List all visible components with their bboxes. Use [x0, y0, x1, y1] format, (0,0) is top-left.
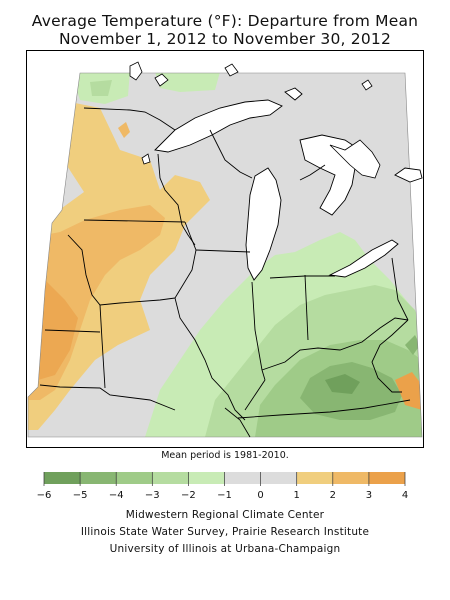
boundary-ky-tn	[237, 399, 411, 419]
legend-tick-label: −3	[145, 490, 160, 501]
legend-tick-label: −5	[73, 490, 88, 501]
boundary-ks-mo	[99, 304, 106, 389]
boundary-mo-ar	[224, 407, 251, 438]
mean-period-note: Mean period is 1981-2010.	[161, 450, 289, 461]
boundary-il-in	[251, 281, 266, 381]
boundary-wv	[371, 319, 409, 393]
lake-michigan	[245, 167, 282, 281]
boundary-ne-ks	[44, 329, 101, 333]
legend-bin	[152, 472, 189, 484]
legend-tick-label: −4	[109, 490, 124, 501]
legend-tick-label: 2	[330, 490, 336, 501]
cool-spot-east	[405, 335, 420, 355]
boundary-il-ky	[244, 379, 266, 411]
boundary-ohio-river	[261, 317, 409, 371]
great-lakes	[154, 87, 423, 281]
color-legend: −6 −5 −4 −3 −2 −1 0 1 2 3 4	[37, 472, 408, 501]
lake-ontario	[394, 167, 423, 183]
boundary-mn-wi	[157, 153, 196, 246]
legend-bin	[368, 472, 405, 484]
legend-bin	[188, 472, 225, 484]
boundary-oh-pa	[391, 257, 409, 321]
lake-nipigon	[284, 87, 303, 101]
legend-tick-label: 4	[402, 490, 408, 501]
boundary-mn-ia	[83, 219, 186, 223]
legend-tick-label: −2	[181, 490, 196, 501]
boundary-mi-straits	[299, 164, 326, 181]
northern-lakes	[129, 61, 381, 179]
boundary-in-oh	[304, 274, 309, 341]
legend-tick-label: −6	[37, 490, 52, 501]
legend-bin	[80, 472, 117, 484]
legend-tick-label: 0	[257, 490, 263, 501]
boundary-ks-ok	[39, 384, 176, 411]
cool-zone-5-6	[325, 374, 360, 394]
legend-tick-label: −1	[217, 490, 232, 501]
legend-bin	[224, 472, 261, 484]
lake-superior	[154, 99, 283, 153]
credit-isws: Illinois State Water Survey, Prairie Res…	[80, 526, 370, 538]
boundary-wi-mi-up	[209, 129, 253, 179]
cool-zone-north-core	[90, 80, 112, 96]
cool-zone-superior	[155, 73, 220, 92]
legend-bin	[296, 472, 333, 484]
legend-bin	[44, 472, 81, 484]
warm-spot-southeast	[395, 372, 422, 410]
lake-erie	[328, 239, 399, 278]
boundary-mi-in-oh	[269, 275, 335, 279]
legend-bin	[116, 472, 153, 484]
boundary-il-mo	[174, 297, 246, 421]
boundary-ia-west	[67, 234, 176, 306]
boundary-canada-mn	[83, 107, 176, 131]
state-boundaries	[39, 107, 411, 438]
boundary-wi-il	[195, 249, 251, 253]
credit-uiuc: University of Illinois at Urbana-Champai…	[109, 543, 341, 555]
credit-mrcc: Midwestern Regional Climate Center	[125, 509, 325, 521]
legend-tick-label: 3	[366, 490, 372, 501]
legend-bin	[332, 472, 369, 484]
legend-tick-label: 1	[294, 490, 300, 501]
map-date-range: November 1, 2012 to November 30, 2012	[58, 30, 392, 48]
map-title: Average Temperature (°F): Departure from…	[31, 12, 419, 30]
legend-bins	[44, 472, 405, 484]
legend-ticks: −6 −5 −4 −3 −2 −1 0 1 2 3 4	[37, 472, 408, 501]
warm-spot-minnesota	[118, 122, 130, 138]
temperature-departure-map	[26, 50, 424, 448]
legend-bin	[260, 472, 297, 484]
